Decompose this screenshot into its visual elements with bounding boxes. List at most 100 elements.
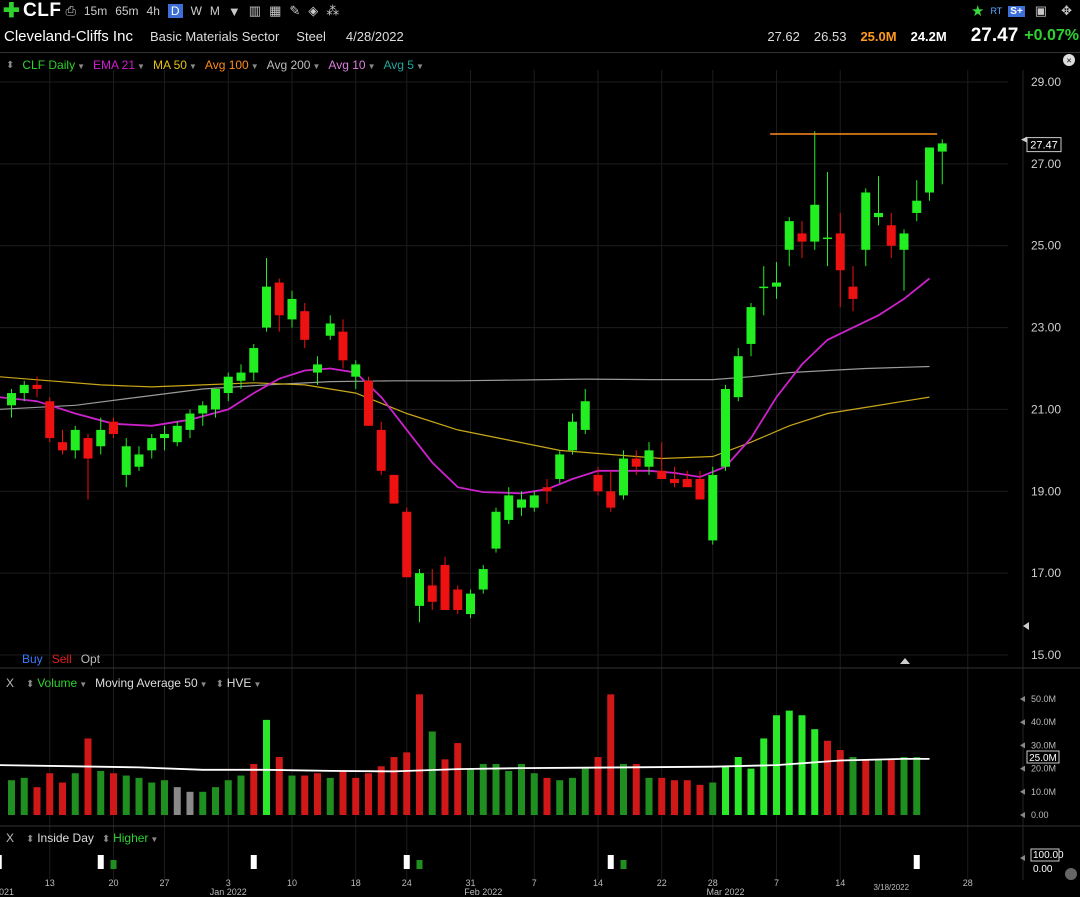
calculator-icon[interactable]: ▦ (269, 3, 282, 18)
price-tick-label: 23.00 (1031, 321, 1061, 335)
candle-body (160, 433, 169, 439)
volume-bar (212, 787, 219, 815)
candle-body (236, 372, 246, 381)
last-price-label: 27.47 (1030, 140, 1058, 152)
quote-date: 4/28/2022 (345, 28, 404, 44)
volume-tick-label: 40.0M (1031, 717, 1056, 727)
candle-body (211, 388, 220, 410)
realtime-badge[interactable]: RT (990, 6, 1003, 16)
last-volume-box (1026, 750, 1060, 764)
grid-lines (0, 70, 1080, 880)
candle-body (478, 569, 488, 590)
volume-bars (8, 694, 921, 815)
volume-ma-path (0, 758, 930, 773)
inside-day-legend: X ⬍ Inside Day ⬍ Higher ▼ (6, 831, 158, 845)
candle-body (517, 499, 526, 508)
volume-tick-label: 0.00 (1031, 810, 1049, 820)
timeframe-4h[interactable]: 4h (146, 4, 160, 18)
candle-body (555, 454, 565, 480)
sell-button[interactable]: Sell (51, 652, 72, 666)
inside-legend-higher[interactable]: ⬍ Higher ▼ (101, 831, 159, 845)
candle-body (172, 425, 182, 443)
candle-body (287, 298, 297, 320)
date-tick-label: 31 (465, 878, 475, 888)
divider (0, 52, 1080, 53)
volume-legend-hve[interactable]: ⬍ HVE ▼ (215, 676, 262, 690)
timeframe-monthly[interactable]: M (209, 4, 220, 18)
chevron-down-icon[interactable]: ▼ (227, 3, 241, 19)
volume-bar (352, 777, 360, 815)
volume-bar (339, 770, 347, 815)
inside-legend-inside-day[interactable]: ⬍ Inside Day (26, 831, 94, 845)
save-icon[interactable]: ▣ (1034, 3, 1048, 18)
date-tick-label: 28 (708, 878, 718, 888)
pencil-icon[interactable]: ✎ (289, 3, 301, 18)
volume-bar (250, 763, 258, 815)
volume-ma-line (0, 758, 930, 773)
close-inside-panel[interactable]: X (6, 831, 15, 845)
share-icon[interactable]: ⁂ (326, 3, 340, 18)
add-symbol-icon[interactable]: ✚ (3, 0, 20, 22)
legend-avg-10[interactable]: Avg 10 ▼ (328, 58, 376, 72)
volume-tick-label: 10.0M (1031, 787, 1056, 797)
legend-ma-50[interactable]: MA 50 ▼ (152, 58, 197, 72)
s-plus-badge[interactable]: S+ (1008, 5, 1025, 17)
candle-body (504, 495, 514, 520)
volume-tick-arrow (1020, 742, 1025, 749)
volume-tick-arrow (1020, 719, 1025, 726)
candle-body (912, 200, 922, 213)
timeframe-15m[interactable]: 15m (83, 4, 108, 18)
quote-change: +0.07% (1024, 27, 1079, 44)
volume-bar (569, 777, 576, 815)
legend-clf-daily[interactable]: CLF Daily ▼ (22, 58, 85, 72)
settings-icon[interactable]: ✥ (1061, 3, 1072, 18)
date-tick-label: 7 (774, 878, 779, 888)
candle-body (670, 479, 679, 484)
timeframe-daily[interactable]: D (167, 4, 183, 18)
candle-body (274, 282, 284, 316)
volume-bar (314, 773, 321, 815)
volume-bar (288, 775, 296, 815)
volume-bar (161, 780, 168, 815)
volume-bar (390, 757, 398, 815)
candle-body (695, 479, 705, 500)
volume-legend-volume[interactable]: ⬍ Volume ▼ (26, 676, 88, 690)
volume-bar (301, 775, 309, 815)
volume-tick-arrow (1020, 696, 1025, 702)
timeframe-weekly[interactable]: W (190, 4, 202, 18)
volume-legend-ma50[interactable]: Moving Average 50 ▼ (95, 676, 208, 690)
volume-axis: 50.0M 40.0M 30.0M 20.0M 10.0M 0.00 25.0M (1020, 694, 1060, 820)
volume-bar (403, 752, 411, 815)
legend-avg-200[interactable]: Avg 200 ▼ (266, 58, 321, 72)
price-axis: 29.00 27.00 25.00 23.00 21.00 19.00 17.00 15.00… (900, 54, 1075, 664)
close-volume-panel[interactable]: X (6, 676, 15, 690)
legend-ema-21[interactable]: EMA 21 ▼ (93, 58, 145, 72)
candlesticks (7, 131, 947, 623)
inside-value-box (1030, 848, 1060, 862)
volume-bar (326, 777, 334, 815)
legend-avg-100[interactable]: Avg 100 ▼ (204, 58, 259, 72)
print-icon[interactable]: ⎙ (65, 3, 76, 18)
buy-button[interactable]: Buy (22, 652, 43, 666)
volume-bar (530, 773, 538, 815)
options-button[interactable]: Opt (80, 652, 101, 666)
chart-type-icon[interactable]: ▥ (248, 3, 262, 18)
symbol-label[interactable]: CLF (23, 0, 62, 21)
volume-bar (683, 780, 691, 815)
candle-body (185, 413, 195, 430)
candle-body (325, 323, 335, 336)
star-icon[interactable]: ★ (970, 3, 985, 20)
date-tick-label: 13 (45, 878, 55, 888)
legend-avg-5[interactable]: Avg 5 ▼ (383, 58, 424, 72)
timeframe-65m[interactable]: 65m (115, 4, 139, 18)
candle-body (708, 474, 718, 541)
volume-bar (645, 777, 653, 815)
tag-icon[interactable]: ◈ (308, 3, 319, 18)
candle-body (568, 421, 577, 451)
symbol-info-row: Cleveland-Cliffs Inc Basic Materials Sec… (0, 24, 1080, 48)
collapse-arrows-icon[interactable]: ⬍ (6, 59, 15, 71)
volume-bar (8, 780, 15, 815)
candle-body (121, 446, 131, 475)
volume-bar (798, 715, 806, 815)
